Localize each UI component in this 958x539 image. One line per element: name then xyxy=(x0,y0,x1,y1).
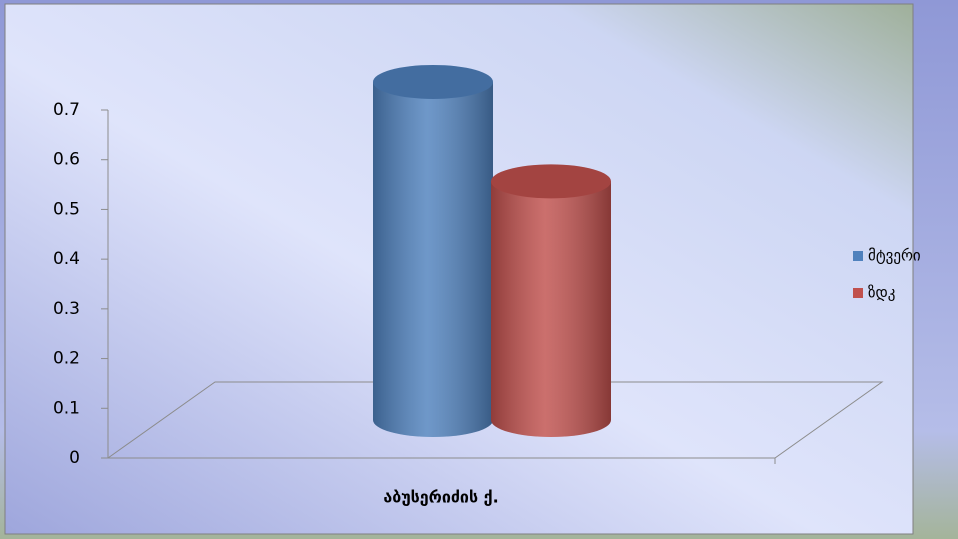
y-tick-label: 0.7 xyxy=(53,100,80,120)
floor xyxy=(106,381,884,459)
y-tick-label: 0 xyxy=(69,448,80,468)
y-tick-label: 0.5 xyxy=(53,199,80,219)
y-tick-label: 0.4 xyxy=(53,249,80,269)
bar xyxy=(373,64,493,437)
y-tick-label: 0.2 xyxy=(53,349,80,369)
y-tick-label: 0.6 xyxy=(53,150,80,170)
legend-label: ზდკ xyxy=(868,284,895,302)
legend-swatch xyxy=(853,251,863,261)
y-tick-label: 0.3 xyxy=(53,299,80,319)
bar xyxy=(491,164,611,437)
y-tick-label: 0.1 xyxy=(53,398,80,418)
legend-swatch xyxy=(853,288,863,298)
legend-label: მტვერი xyxy=(868,247,921,265)
x-tick-label: აბუსერიძის ქ. xyxy=(383,488,498,507)
